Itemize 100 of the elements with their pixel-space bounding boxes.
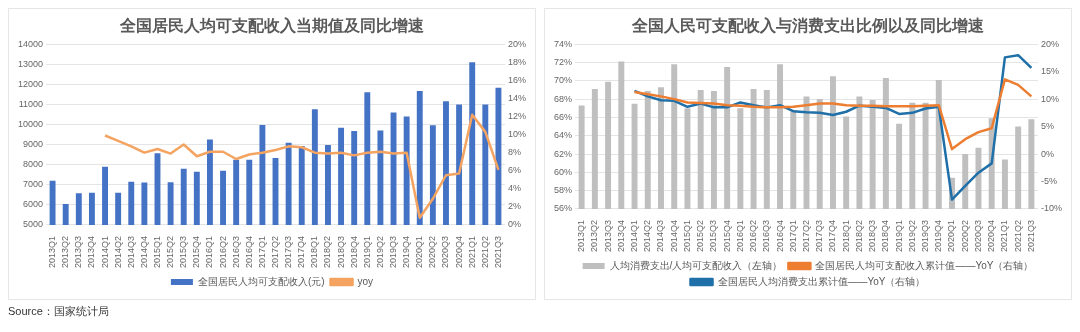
x-tick-label: 2019Q2 xyxy=(906,219,917,252)
y-tick-label: 8000 xyxy=(23,159,44,170)
x-tick-label: 2017Q2 xyxy=(800,219,811,252)
x-tick-label: 2020Q1 xyxy=(946,219,957,252)
x-tick-label: 2018Q3 xyxy=(867,219,878,252)
x-tick-label: 2016Q1 xyxy=(204,235,215,268)
x-tick-label: 2019Q4 xyxy=(933,219,944,252)
y-tick-label: 56% xyxy=(554,203,573,214)
x-tick-label: 2015Q2 xyxy=(165,235,176,268)
x-tick-label: 2021Q1 xyxy=(466,235,477,268)
chart-title: 全国居民人均可支配收入当期值及同比增速 xyxy=(119,17,425,35)
x-tick-label: 2018Q4 xyxy=(880,219,891,252)
y-tick-label: 72% xyxy=(554,56,573,67)
y2-tick-label: 10% xyxy=(507,129,526,140)
x-tick-label: 2013Q4 xyxy=(615,219,626,252)
x-tick-label: 2015Q4 xyxy=(721,219,732,252)
x-tick-label: 2015Q4 xyxy=(191,235,202,268)
x-tick-label: 2021Q1 xyxy=(999,219,1010,252)
x-tick-label: 2018Q3 xyxy=(335,235,346,268)
x-tick-label: 2014Q3 xyxy=(655,219,666,252)
x-tick-label: 2016Q4 xyxy=(774,219,785,252)
y-tick-label: 60% xyxy=(554,166,573,177)
y2-tick-label: 14% xyxy=(507,92,526,103)
x-tick-label: 2020Q4 xyxy=(453,235,464,268)
y-tick-label: 66% xyxy=(554,111,573,122)
x-tick-label: 2013Q2 xyxy=(589,219,600,252)
y2-tick-label: 18% xyxy=(507,56,526,67)
x-tick-label: 2016Q2 xyxy=(217,235,228,268)
x-tick-label: 2019Q4 xyxy=(401,235,412,268)
y2-tick-label: 0% xyxy=(507,219,521,230)
y-tick-label: 13000 xyxy=(18,58,44,69)
x-tick-label: 2018Q1 xyxy=(309,235,320,268)
y2-tick-label: -10% xyxy=(1040,203,1063,214)
legend-label: 全国居民人均可支配收入累计值——YoY（右轴） xyxy=(815,259,1034,271)
x-tick-label: 2020Q3 xyxy=(440,235,451,268)
legend-label: yoy xyxy=(357,275,374,287)
y2-tick-label: 5% xyxy=(1040,121,1055,132)
x-tick-label: 2019Q1 xyxy=(361,235,372,268)
x-tick-label: 2019Q2 xyxy=(374,235,385,268)
x-tick-label: 2017Q4 xyxy=(827,219,838,252)
legend-label: 人均消费支出/人均可支配收入（左轴） xyxy=(609,259,783,271)
x-tick-label: 2013Q3 xyxy=(602,219,613,252)
y-tick-label: 10000 xyxy=(18,119,44,130)
x-tick-label: 2014Q3 xyxy=(125,235,136,268)
y-tick-label: 7000 xyxy=(23,179,44,190)
x-tick-label: 2014Q2 xyxy=(112,235,123,268)
y2-tick-label: 20% xyxy=(1040,38,1060,49)
y2-tick-label: 4% xyxy=(507,183,521,194)
x-tick-label: 2018Q2 xyxy=(853,219,864,252)
x-tick-label: 2019Q1 xyxy=(893,219,904,252)
x-tick-label: 2016Q1 xyxy=(734,219,745,252)
x-tick-label: 2014Q4 xyxy=(138,235,149,268)
x-tick-label: 2018Q4 xyxy=(348,235,359,268)
x-tick-label: 2018Q1 xyxy=(840,219,851,252)
y2-tick-label: 6% xyxy=(507,165,521,176)
x-tick-label: 2013Q3 xyxy=(73,235,84,268)
y-tick-label: 68% xyxy=(554,93,573,104)
x-tick-label: 2014Q2 xyxy=(642,219,653,252)
x-tick-label: 2020Q3 xyxy=(972,219,983,252)
y-tick-label: 5000 xyxy=(23,219,44,230)
y2-tick-label: 16% xyxy=(507,74,526,85)
x-tick-label: 2015Q2 xyxy=(695,219,706,252)
y-tick-label: 9000 xyxy=(23,139,44,150)
x-tick-label: 2016Q2 xyxy=(748,219,759,252)
y-tick-label: 74% xyxy=(554,38,573,49)
y-tick-label: 58% xyxy=(554,185,573,196)
x-tick-label: 2020Q2 xyxy=(427,235,438,268)
x-tick-label: 2019Q3 xyxy=(920,219,931,252)
x-tick-label: 2017Q2 xyxy=(269,235,280,268)
x-tick-label: 2021Q3 xyxy=(1025,219,1036,252)
x-tick-label: 2017Q1 xyxy=(787,219,798,252)
y-tick-label: 12000 xyxy=(18,78,44,89)
x-tick-label: 2021Q2 xyxy=(479,235,490,268)
x-tick-label: 2013Q1 xyxy=(47,235,58,268)
x-tick-label: 2014Q4 xyxy=(668,219,679,252)
x-tick-label: 2017Q3 xyxy=(814,219,825,252)
x-tick-label: 2015Q1 xyxy=(151,235,162,268)
x-tick-label: 2016Q3 xyxy=(761,219,772,252)
x-tick-label: 2016Q3 xyxy=(230,235,241,268)
x-tick-label: 2020Q1 xyxy=(414,235,425,268)
chart-title: 全国人民可支配收入与消费支出比例以及同比增速 xyxy=(631,17,985,35)
x-tick-label: 2020Q4 xyxy=(986,219,997,252)
x-tick-label: 2018Q2 xyxy=(322,235,333,268)
y-tick-label: 6000 xyxy=(23,199,44,210)
x-tick-label: 2013Q1 xyxy=(576,219,587,252)
y-tick-label: 70% xyxy=(554,75,573,86)
y2-tick-label: 15% xyxy=(1040,66,1060,77)
y-tick-label: 62% xyxy=(554,148,573,159)
x-tick-label: 2017Q4 xyxy=(296,235,307,268)
x-tick-label: 2021Q3 xyxy=(492,235,503,268)
x-tick-label: 2014Q1 xyxy=(99,235,110,268)
x-tick-label: 2017Q1 xyxy=(256,235,267,268)
y2-tick-label: 12% xyxy=(507,110,526,121)
x-tick-label: 2013Q2 xyxy=(60,235,71,268)
y2-tick-label: 10% xyxy=(1040,93,1060,104)
y-tick-label: 14000 xyxy=(18,38,44,49)
x-tick-label: 2020Q2 xyxy=(959,219,970,252)
x-tick-label: 2014Q1 xyxy=(629,219,640,252)
x-tick-label: 2015Q3 xyxy=(708,219,719,252)
legend-label: 全国居民人均消费支出累计值——YoY（右轴） xyxy=(717,275,926,287)
